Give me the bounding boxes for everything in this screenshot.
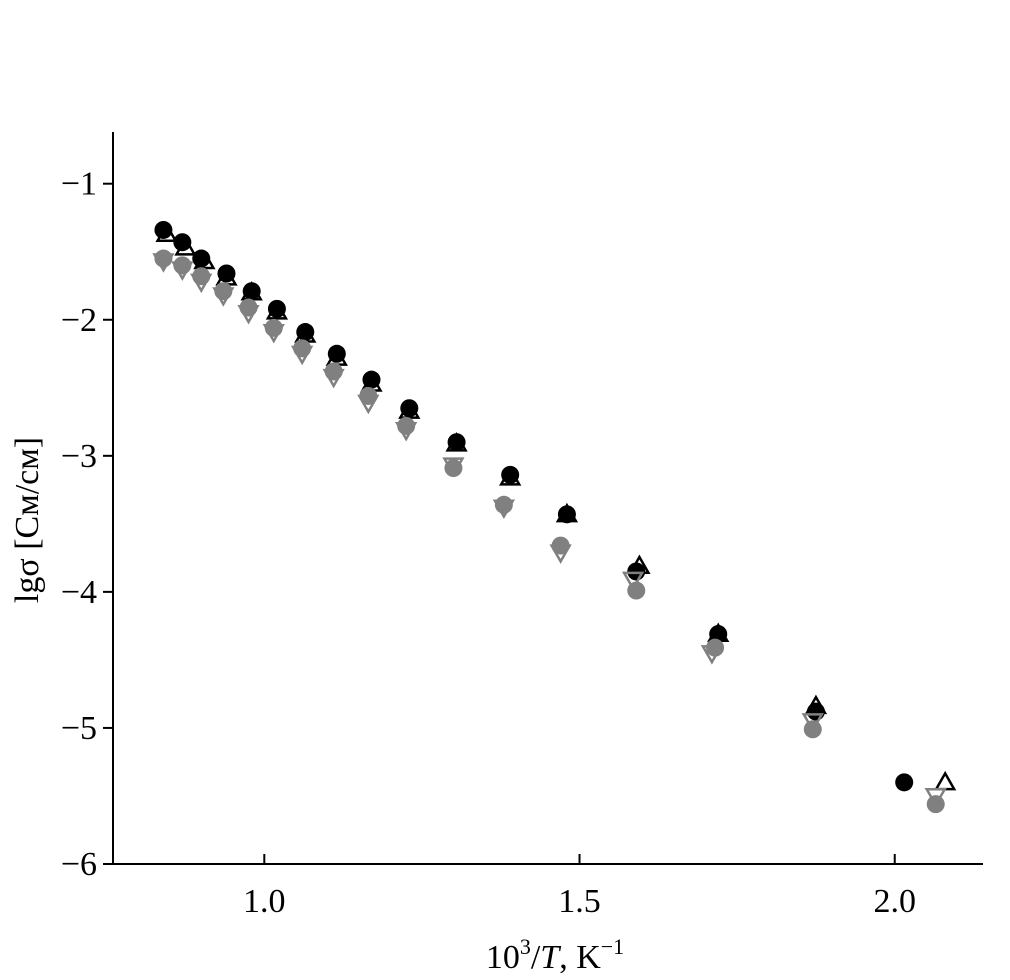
data-point (357, 394, 380, 415)
y-tick-label: −2 (61, 302, 97, 339)
data-point (621, 571, 645, 592)
x-axis-title: 103/T, K−1 (486, 934, 624, 976)
y-axis-title: lgσ [См/см] (9, 437, 46, 603)
data-point (267, 299, 286, 318)
data-point (557, 505, 576, 524)
data-point (242, 282, 261, 301)
axes (112, 132, 983, 865)
series-4 (152, 253, 947, 808)
data-point (934, 770, 957, 791)
data-point (290, 345, 314, 366)
data-point (492, 499, 516, 520)
data-point (501, 465, 520, 484)
data-point (265, 300, 289, 320)
data-point (293, 339, 312, 358)
data-point (400, 399, 419, 418)
data-point (239, 298, 258, 317)
y-tick-label: −6 (61, 846, 97, 883)
data-point (801, 713, 824, 733)
x-tick-label: 1.0 (243, 883, 286, 920)
data-point (296, 323, 315, 342)
data-point (442, 457, 465, 477)
data-point (237, 304, 260, 325)
x-tick-label: 2.0 (873, 883, 916, 920)
data-point (895, 773, 914, 792)
data-point (709, 625, 728, 644)
tick-labels: 1.0 1.5 2.0 −6 −5 −4 −3 −2 −1 (61, 166, 916, 920)
data-point (447, 433, 466, 452)
data-point (155, 222, 178, 243)
y-tick-label: −1 (61, 166, 97, 203)
y-tick-label: −3 (61, 438, 97, 475)
series-1 (154, 220, 914, 792)
data-point (924, 787, 947, 808)
data-point (152, 253, 175, 273)
data-point (174, 236, 197, 256)
data-point (324, 362, 343, 381)
data-point (192, 267, 211, 286)
data-point (804, 694, 828, 715)
data-point (806, 702, 825, 721)
data-point (706, 638, 725, 657)
series-3 (154, 249, 945, 814)
data-point (394, 421, 418, 442)
data-point (555, 502, 579, 523)
ticks (103, 182, 896, 865)
data-point (499, 466, 522, 486)
data-point (700, 645, 724, 665)
data-point (322, 368, 345, 389)
series-layer (152, 220, 957, 814)
data-point (445, 432, 468, 452)
y-tick-label: −4 (61, 574, 97, 611)
data-point (212, 287, 235, 307)
y-tick-label: −5 (61, 710, 97, 747)
data-point (171, 261, 194, 281)
data-point (190, 273, 213, 294)
x-tick-label: 1.5 (558, 883, 601, 920)
data-point (444, 459, 463, 478)
data-point (262, 324, 285, 344)
data-point (549, 544, 572, 564)
